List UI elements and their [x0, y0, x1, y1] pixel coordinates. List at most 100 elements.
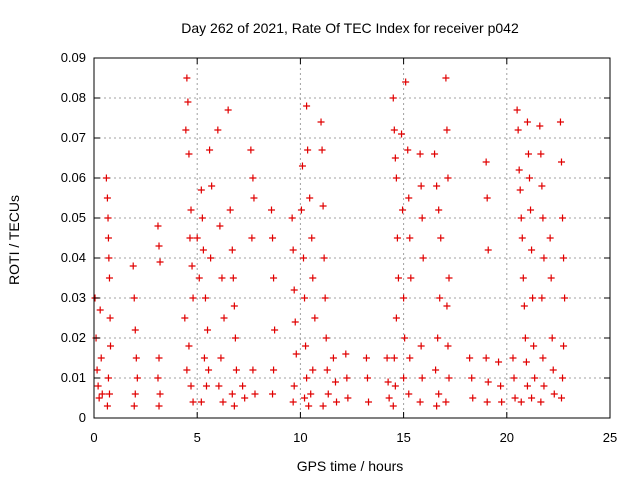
data-point-marker	[98, 390, 106, 398]
data-point-marker	[289, 246, 297, 254]
data-point-marker	[269, 234, 277, 242]
data-point-marker	[204, 326, 212, 334]
data-point-marker	[484, 378, 492, 386]
y-tick-label: 0.08	[61, 90, 86, 105]
data-point-marker	[405, 390, 413, 398]
data-point-marker	[517, 398, 525, 406]
data-point-marker	[400, 374, 408, 382]
data-point-marker	[390, 126, 398, 134]
data-point-marker	[537, 398, 545, 406]
data-point-marker	[154, 374, 162, 382]
data-point-marker	[214, 126, 222, 134]
data-point-marker	[418, 374, 426, 382]
data-point-marker	[241, 394, 249, 402]
data-point-marker	[484, 246, 492, 254]
data-point-marker	[513, 106, 521, 114]
data-point-marker	[385, 394, 393, 402]
data-point-marker	[207, 254, 215, 262]
data-point-marker	[383, 354, 391, 362]
data-point-marker	[185, 150, 193, 158]
data-point-marker	[104, 214, 112, 222]
data-point-marker	[444, 342, 452, 350]
data-point-marker	[417, 182, 425, 190]
data-point-marker	[363, 374, 371, 382]
data-point-marker	[232, 366, 240, 374]
data-point-marker	[218, 274, 226, 282]
data-point-marker	[539, 214, 547, 222]
data-point-marker	[329, 354, 337, 362]
data-point-marker	[520, 302, 528, 310]
data-point-marker	[208, 182, 216, 190]
data-point-marker	[538, 182, 546, 190]
data-point-marker	[391, 382, 399, 390]
data-point-marker	[524, 150, 532, 158]
data-point-marker	[391, 154, 399, 162]
data-point-marker	[444, 174, 452, 182]
data-point-marker	[186, 234, 194, 242]
data-point-marker	[183, 74, 191, 82]
grid	[94, 58, 610, 418]
data-point-marker	[416, 398, 424, 406]
data-point-marker	[416, 150, 424, 158]
data-point-marker	[216, 222, 224, 230]
data-point-marker	[220, 314, 228, 322]
data-point-marker	[344, 394, 352, 402]
data-point-marker	[433, 182, 441, 190]
data-point-marker	[103, 194, 111, 202]
data-point-marker	[205, 366, 213, 374]
data-point-marker	[394, 274, 402, 282]
data-point-marker	[468, 374, 476, 382]
data-point-marker	[308, 234, 316, 242]
data-point-marker	[497, 382, 505, 390]
data-point-marker	[182, 126, 190, 134]
data-point-marker	[247, 146, 255, 154]
data-point-marker	[321, 294, 329, 302]
data-point-marker	[392, 314, 400, 322]
y-tick-label: 0.09	[61, 50, 86, 65]
data-point-marker	[270, 366, 278, 374]
data-point-marker	[288, 214, 296, 222]
data-point-marker	[431, 150, 439, 158]
data-point-marker	[303, 102, 311, 110]
x-tick-label: 10	[293, 430, 307, 445]
data-point-marker	[384, 378, 392, 386]
data-point-marker	[292, 350, 300, 358]
data-point-marker	[198, 214, 206, 222]
data-point-marker	[249, 366, 257, 374]
data-point-marker	[133, 374, 141, 382]
data-point-marker	[104, 234, 112, 242]
data-point-marker	[249, 174, 257, 182]
x-tick-label: 15	[396, 430, 410, 445]
data-point-marker	[404, 146, 412, 154]
plot-frame	[93, 57, 611, 419]
data-point-marker	[402, 78, 410, 86]
data-point-marker	[342, 350, 350, 358]
data-point-marker	[215, 382, 223, 390]
data-point-marker	[539, 354, 547, 362]
data-point-marker	[540, 382, 548, 390]
data-point-marker	[556, 118, 564, 126]
data-point-marker	[239, 382, 247, 390]
data-point-marker	[400, 294, 408, 302]
data-point-marker	[393, 234, 401, 242]
data-point-marker	[442, 74, 450, 82]
y-tick-label: 0.05	[61, 210, 86, 225]
data-point-marker	[389, 402, 397, 410]
data-point-marker	[228, 390, 236, 398]
data-points	[91, 74, 569, 410]
data-point-marker	[324, 390, 332, 398]
data-point-marker	[97, 354, 105, 362]
data-point-marker	[230, 402, 238, 410]
data-point-marker	[434, 334, 442, 342]
x-tick-label: 5	[194, 430, 201, 445]
data-point-marker	[305, 402, 313, 410]
data-point-marker	[301, 294, 309, 302]
data-point-marker	[106, 314, 114, 322]
data-point-marker	[226, 206, 234, 214]
data-point-marker	[436, 294, 444, 302]
y-tick-label: 0.03	[61, 290, 86, 305]
data-point-marker	[548, 334, 556, 342]
data-point-marker	[536, 122, 544, 130]
data-point-marker	[528, 394, 536, 402]
